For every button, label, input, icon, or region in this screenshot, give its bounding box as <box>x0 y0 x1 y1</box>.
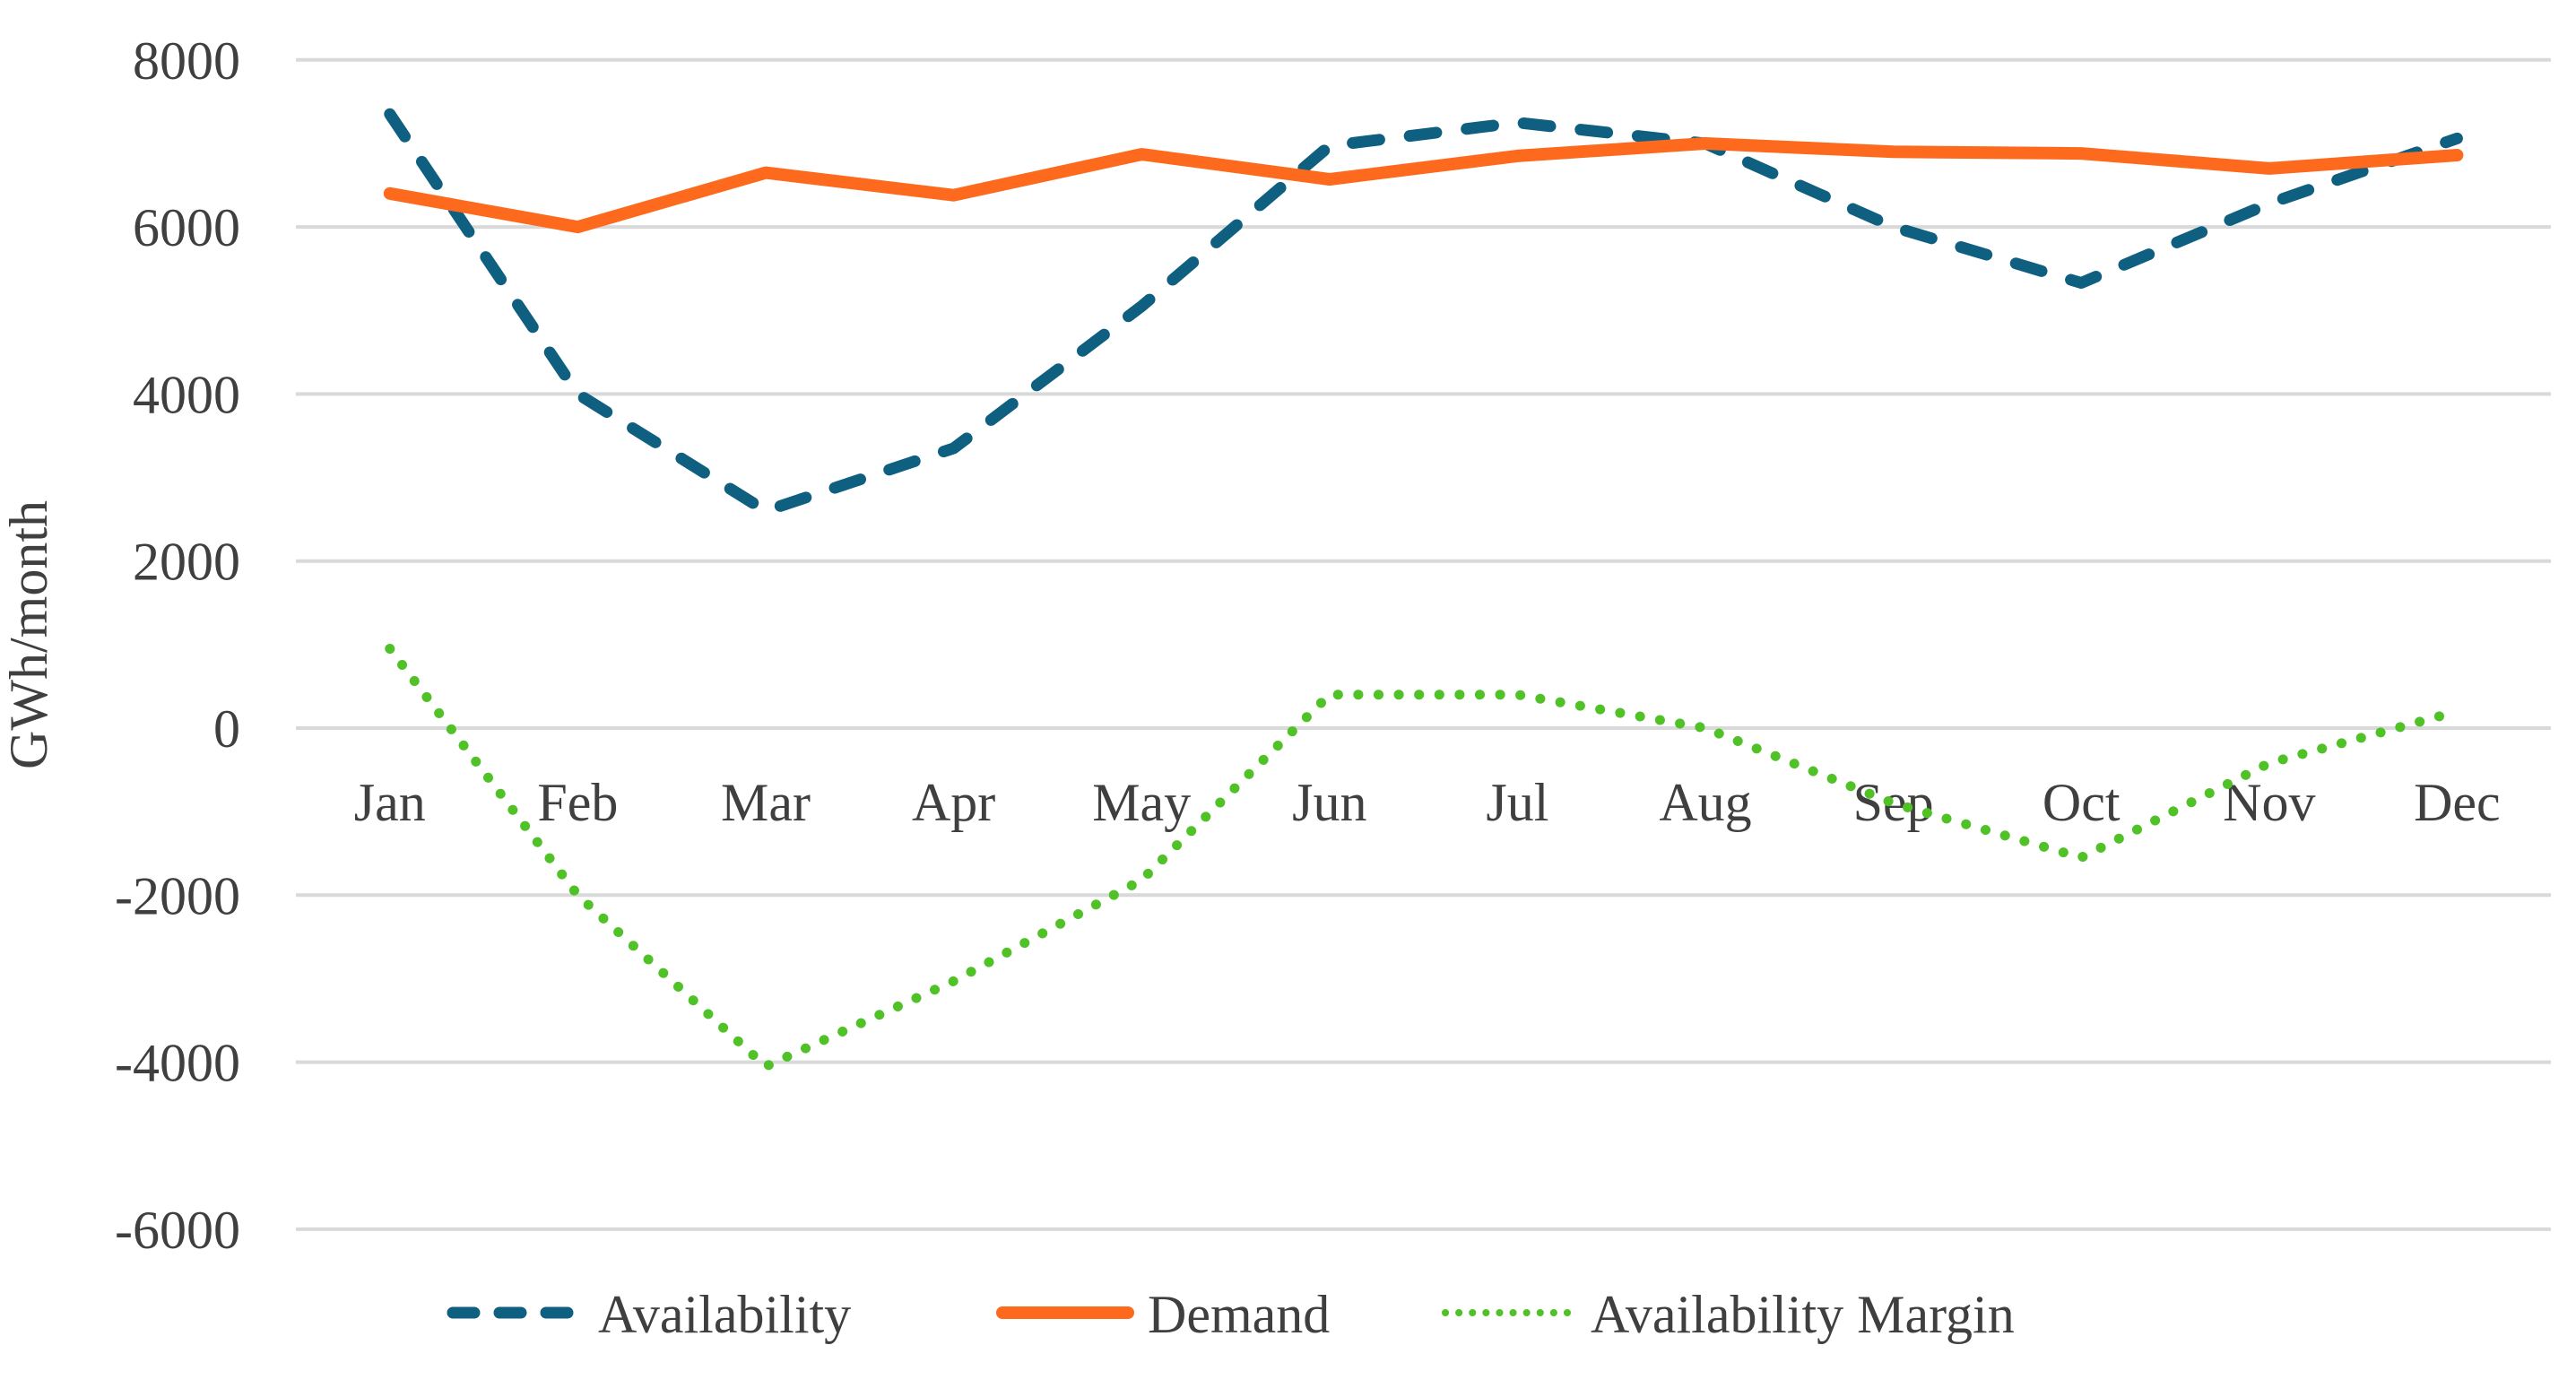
x-label-jul: Jul <box>1486 773 1548 832</box>
y-tick-label--2000: -2000 <box>115 866 240 925</box>
x-label-may: May <box>1092 773 1191 832</box>
legend-item-demand: Demand <box>996 1285 1330 1344</box>
y-tick-label-0: 0 <box>213 699 240 759</box>
x-label-oct: Oct <box>2043 773 2121 832</box>
y-tick-label--4000: -4000 <box>115 1034 240 1093</box>
x-label-jun: Jun <box>1292 773 1366 832</box>
y-axis-tick-labels: 8000 6000 4000 2000 0 -2000 -4000 -6000 <box>115 31 240 1260</box>
x-axis-month-labels: Jan Feb Mar Apr May Jun Jul Aug Sep Oct Nov Dec <box>354 773 2501 832</box>
x-label-dec: Dec <box>2414 773 2501 832</box>
x-label-aug: Aug <box>1659 773 1751 832</box>
y-tick-label-2000: 2000 <box>133 533 240 592</box>
legend-label: Availability Margin <box>1591 1285 2015 1344</box>
series-demand-line <box>383 137 2464 234</box>
y-tick-label-6000: 6000 <box>133 198 240 257</box>
x-label-jan: Jan <box>354 773 426 832</box>
y-tick-label-8000: 8000 <box>133 31 240 91</box>
legend-label: Demand <box>1148 1285 1330 1344</box>
y-tick-label-4000: 4000 <box>133 365 240 424</box>
x-label-mar: Mar <box>721 773 811 832</box>
series-availability-line <box>384 108 2463 517</box>
gridlines <box>296 57 2551 1231</box>
y-tick-label--6000: -6000 <box>115 1201 240 1260</box>
y-axis-title: GWh/month <box>0 500 58 769</box>
legend-item-availability-margin: Availability Margin <box>1442 1285 2015 1344</box>
x-label-feb: Feb <box>537 773 618 832</box>
series-availability-margin-line <box>385 644 2462 1072</box>
legend-item-availability: Availability <box>447 1285 851 1344</box>
x-label-sep: Sep <box>1853 773 1934 832</box>
legend: Availability Demand Availability Margin <box>447 1285 2015 1344</box>
data-series <box>383 108 2464 1072</box>
x-label-apr: Apr <box>912 773 995 832</box>
legend-label: Availability <box>598 1285 851 1344</box>
x-label-nov: Nov <box>2223 773 2315 832</box>
